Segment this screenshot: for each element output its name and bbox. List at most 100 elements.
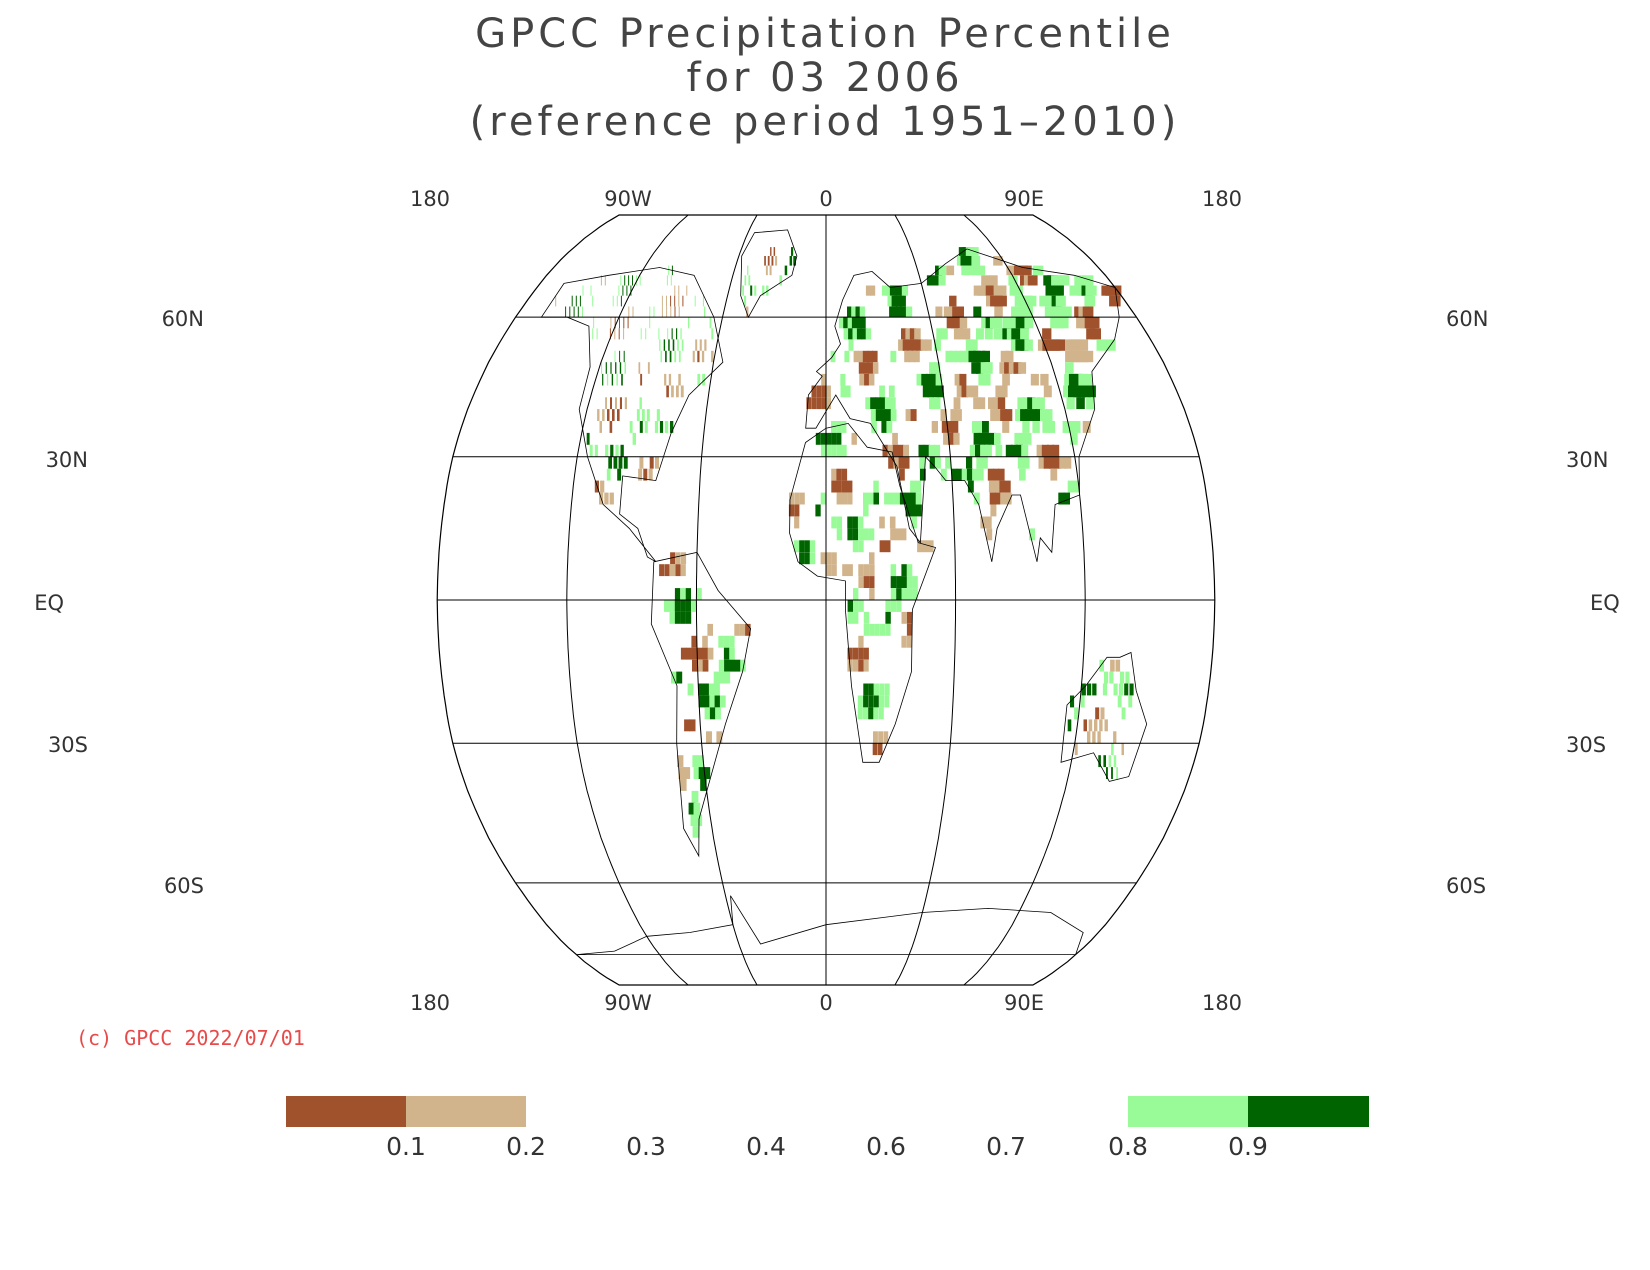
precip-cell [704,306,706,318]
precip-cell [853,588,859,600]
precip-cell [994,480,1001,493]
lat-label-left-60n: 60N [162,307,204,331]
precip-cell [718,659,725,672]
precip-cell [980,516,987,529]
precip-cell [966,468,974,481]
precip-cell [931,421,938,433]
precip-cell [852,647,859,660]
precip-cell [973,492,980,505]
precip-cell [674,285,676,296]
precip-cell [990,504,997,517]
precip-cell [847,564,853,577]
precip-cell [848,339,854,351]
precip-cell [870,397,876,410]
precip-cell [890,600,897,612]
precip-cell [704,695,710,708]
precip-cell [664,421,669,433]
precip-cell [899,492,906,505]
precip-cell [664,564,670,577]
precip-cell [691,635,697,648]
precip-cell [1074,743,1078,756]
precip-cell [831,468,837,481]
precip-cell [618,456,623,469]
precip-cell [746,306,749,318]
precip-cell [624,275,626,286]
precip-cell [988,432,996,445]
precip-cell [571,295,573,307]
precip-cell [715,707,721,720]
precip-cell [885,540,891,553]
lon-label-top-90w: 90W [604,187,652,211]
precip-cell [878,731,883,744]
precip-cell [920,339,928,351]
precip-cell [1032,397,1040,410]
precip-cell [868,528,875,541]
precip-cell [1029,528,1035,541]
precip-cell [959,350,967,363]
precip-cell [666,275,668,286]
precip-cell [863,659,869,672]
precip-cell [869,564,875,577]
precip-cell [627,317,629,329]
precip-cell [953,432,960,445]
precip-cell [659,339,661,351]
precip-cell [863,611,870,624]
precip-cell [779,275,783,286]
precip-cell [668,373,672,386]
precip-cell [616,295,618,307]
precip-cell [674,600,681,612]
precip-cell [639,456,644,469]
precip-cell [579,295,581,307]
precip-cell [895,295,902,307]
precip-cell [680,600,686,612]
precip-cell [901,306,908,318]
precip-cell [1108,755,1112,768]
precip-cell [977,421,984,433]
precip-cell [670,306,672,318]
precip-cell [1055,295,1066,307]
precip-cell [1073,373,1083,386]
precip-cell [618,328,620,340]
precip-cell [904,350,911,363]
precip-cell [612,295,614,307]
precip-cell [995,444,1003,457]
precip-cell [902,339,909,351]
precip-cell [874,623,880,636]
precip-cell [851,317,857,329]
precip-cell [1005,444,1013,457]
precip-cell [847,611,853,624]
precip-cell [911,339,918,351]
precip-cell [799,540,805,553]
colorbar-label: 0.8 [1108,1132,1148,1161]
precip-cell [789,492,795,505]
coastline-an [576,895,1084,955]
precip-cell [892,444,899,457]
precip-cell [1104,719,1108,732]
precip-cell [969,444,977,457]
precip-cell [1047,421,1056,433]
precip-cell [1113,755,1117,768]
precip-cell [617,468,622,481]
precip-cell [906,611,913,624]
precip-cell [1104,671,1109,684]
precip-cell [962,328,971,340]
precip-cell [915,492,922,505]
precip-cell [858,600,864,612]
map-title: GPCC Precipitation Percentile [475,11,1175,57]
precip-cell [963,350,972,363]
precip-cell [816,397,821,410]
precip-cell [649,317,651,329]
precip-cell [965,339,974,351]
precip-cell [863,362,869,374]
precip-cell [1046,339,1056,351]
precip-cell [1061,306,1072,318]
precip-cell [989,492,996,505]
precip-cell [664,600,670,612]
precip-cell [707,647,714,660]
precip-cell [702,373,706,386]
precip-cell [666,385,669,398]
precip-cell [623,317,625,329]
precip-cell [702,659,709,672]
precip-cell [906,576,913,588]
precip-cell [597,409,600,421]
